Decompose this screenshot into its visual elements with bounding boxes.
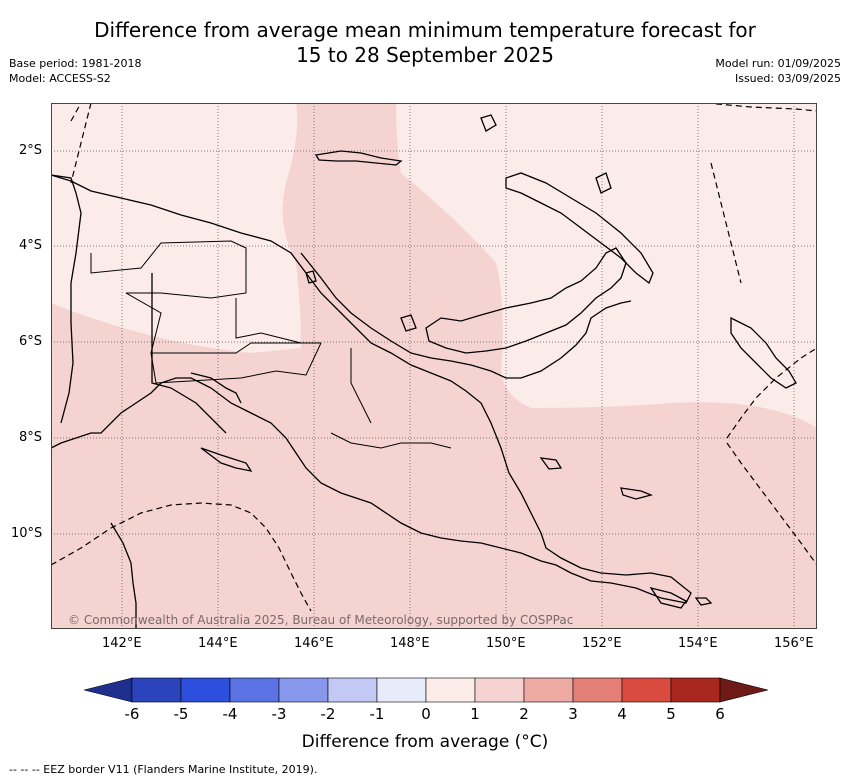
eez-border bbox=[51, 103, 817, 612]
graticule bbox=[51, 103, 817, 629]
colorbar-cell bbox=[278, 677, 329, 703]
anomaly-region-light-west bbox=[51, 103, 301, 353]
colorbar-tick-label: -2 bbox=[320, 705, 336, 723]
lat-label: 2°S bbox=[19, 143, 43, 158]
province-borders bbox=[90, 240, 452, 449]
model-name: Model: ACCESS-S2 bbox=[9, 72, 111, 85]
colorbar-tick-label: -4 bbox=[222, 705, 238, 723]
copyright-text: © Commonwealth of Australia 2025, Bureau… bbox=[68, 613, 574, 627]
colorbar-tick-label: 5 bbox=[666, 705, 676, 723]
colorbar-tick-label: 1 bbox=[470, 705, 480, 723]
colorbar-cell bbox=[376, 677, 427, 703]
colorbar-tick-label: 2 bbox=[519, 705, 529, 723]
lon-label: 156°E bbox=[774, 636, 814, 651]
lon-label: 144°E bbox=[198, 636, 238, 651]
colorbar-cell bbox=[572, 677, 623, 703]
model-run: Model run: 01/09/2025 bbox=[715, 57, 841, 70]
colorbar-cell bbox=[180, 677, 231, 703]
meta-right: Model run: 01/09/2025 Issued: 03/09/2025 bbox=[715, 56, 841, 86]
eez-legend-note: -- -- -- EEZ border V11 (Flanders Marine… bbox=[9, 763, 318, 776]
colorbar-cell bbox=[474, 677, 525, 703]
lon-label: 152°E bbox=[582, 636, 622, 651]
colorbar-cell bbox=[131, 677, 182, 703]
colorbar-cell bbox=[229, 677, 280, 703]
colorbar-cell bbox=[670, 677, 721, 703]
map-svg bbox=[51, 103, 817, 629]
colorbar-tick-label: -5 bbox=[173, 705, 189, 723]
lat-label: 6°S bbox=[19, 334, 43, 349]
colorbar-tick-label: 3 bbox=[568, 705, 578, 723]
colorbar-tick-label: -3 bbox=[271, 705, 287, 723]
lat-label: 8°S bbox=[19, 430, 43, 445]
colorbar-tick-label: -1 bbox=[369, 705, 385, 723]
lat-label: 10°S bbox=[11, 526, 43, 541]
lon-label: 154°E bbox=[678, 636, 718, 651]
lon-label: 142°E bbox=[102, 636, 142, 651]
map-panel bbox=[51, 103, 817, 629]
colorbar-title: Difference from average (°C) bbox=[301, 732, 549, 752]
colorbar-tick-label: 6 bbox=[715, 705, 725, 723]
issued-date: Issued: 03/09/2025 bbox=[734, 72, 841, 85]
lon-label: 148°E bbox=[390, 636, 430, 651]
colorbar bbox=[84, 677, 768, 703]
colorbar-tick-label: 0 bbox=[421, 705, 431, 723]
colorbar-cell bbox=[425, 677, 476, 703]
colorbar-extend-high bbox=[719, 677, 768, 703]
colorbar-cell bbox=[621, 677, 672, 703]
lat-label: 4°S bbox=[19, 238, 43, 253]
base-period: Base period: 1981-2018 bbox=[9, 57, 142, 70]
map-frame bbox=[51, 103, 817, 629]
colorbar-tick-label: 4 bbox=[617, 705, 627, 723]
anomaly-region-light-east bbox=[396, 103, 817, 428]
title-line-1: Difference from average mean minimum tem… bbox=[94, 18, 756, 42]
lon-label: 146°E bbox=[294, 636, 334, 651]
coastlines bbox=[51, 114, 797, 629]
lon-label: 150°E bbox=[486, 636, 526, 651]
colorbar-cell bbox=[327, 677, 378, 703]
colorbar-tick-label: -6 bbox=[124, 705, 140, 723]
meta-left: Base period: 1981-2018 Model: ACCESS-S2 bbox=[9, 56, 141, 86]
colorbar-extend-low bbox=[84, 677, 133, 703]
colorbar-cell bbox=[523, 677, 574, 703]
title-line-2: 15 to 28 September 2025 bbox=[296, 43, 554, 67]
map-title: Difference from average mean minimum tem… bbox=[0, 18, 850, 68]
